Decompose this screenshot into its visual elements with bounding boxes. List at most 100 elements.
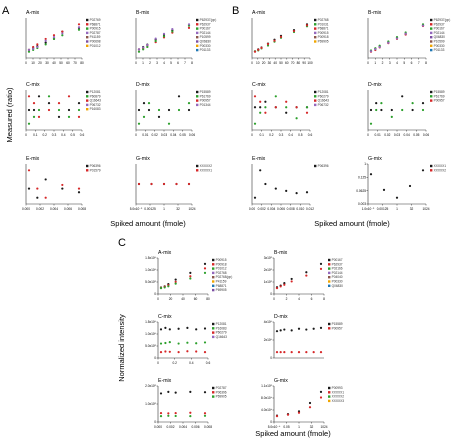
data-point (32, 102, 36, 105)
data-point (77, 187, 81, 190)
data-point (285, 111, 288, 114)
data-point (305, 274, 308, 277)
y-tick-label: 0.125 (358, 176, 366, 180)
data-point (174, 280, 177, 283)
data-point (285, 189, 288, 192)
data-point (177, 95, 181, 98)
legend-swatch (196, 95, 199, 98)
data-point (61, 187, 64, 190)
x-tick-label: 0 (273, 297, 275, 301)
data-point (163, 286, 166, 289)
legend-label: P68871 (318, 27, 329, 31)
data-point (264, 182, 267, 186)
data-point (168, 341, 171, 344)
legend-label: P02768 (318, 18, 329, 22)
data-point (312, 350, 315, 354)
legend-label: P00957 (200, 99, 211, 103)
legend-swatch (328, 391, 331, 394)
data-point (146, 43, 149, 47)
x-tick-label: 90 (302, 61, 306, 65)
data-point (369, 122, 373, 125)
x-tick-label: 0.00125 (377, 207, 389, 211)
y-tick-label: 0 (154, 420, 156, 424)
legend-label: P12081 (216, 322, 227, 326)
data-point (159, 411, 163, 415)
data-point (146, 45, 149, 49)
data-point (32, 108, 36, 112)
data-point (167, 285, 170, 288)
legend-swatch (328, 322, 331, 326)
legend-label: P06732 (318, 103, 329, 107)
legend-label: P02768(pp) (216, 275, 233, 279)
legend-label: P62937(pp) (434, 18, 451, 22)
data-point (27, 50, 31, 53)
data-point (67, 95, 71, 98)
x-tick-label: 0.004 (179, 425, 187, 429)
data-point (44, 37, 47, 41)
x-tick-label: 20 (262, 61, 266, 65)
x-tick-label: 0 (135, 133, 137, 137)
data-point (305, 24, 309, 27)
legend-swatch (314, 40, 317, 43)
legend-label: P01012 (90, 44, 101, 48)
data-point (174, 391, 177, 394)
chart-b-d-mix: D-mix 0 0.01 0.02 0.03 0.04 0.05 0.06 P15589P617… (367, 82, 445, 137)
x-tick-label: 32 (176, 207, 180, 211)
x-tick-label: 1 (163, 207, 165, 211)
x-tick-label: 0 (367, 133, 369, 137)
x-tick-label: 10 (31, 61, 35, 65)
data-point (159, 286, 163, 290)
x-tick-label: 5.0x10⁻⁵ (130, 207, 143, 211)
x-tick-label: 0.2 (42, 133, 47, 137)
chart-title: A-mix (26, 10, 40, 16)
legend-swatch (430, 44, 433, 47)
legend-label: P00167 (434, 27, 445, 31)
x-tick-label: 0.02 (384, 133, 390, 137)
data-point (305, 350, 308, 354)
data-point (177, 108, 181, 112)
data-point (77, 28, 81, 31)
data-point (137, 50, 141, 53)
data-point (142, 46, 145, 49)
x-tick-label: 0.01 (375, 133, 381, 137)
x-tick-label: 1 (142, 61, 144, 65)
legend-swatch (314, 164, 317, 168)
data-point (167, 108, 171, 112)
legend-label: XXXXX1 (434, 164, 447, 168)
data-point (203, 414, 207, 417)
data-point (177, 327, 180, 330)
legend-label: Q06830 (434, 35, 446, 39)
data-point (308, 401, 312, 405)
y-tick-label: 3x10⁵ (264, 256, 273, 260)
x-tick-label: 0.05 (413, 133, 419, 137)
data-point (421, 169, 425, 172)
chart-title: E-mix (26, 156, 40, 162)
data-point (189, 411, 192, 414)
legend-swatch (86, 90, 89, 94)
data-point (159, 414, 163, 418)
data-point (171, 27, 174, 31)
legend-swatch (196, 31, 199, 35)
chart-title: B-mix (136, 10, 150, 16)
x-tick-label: 0.004 (267, 207, 275, 211)
legend-swatch (314, 23, 317, 26)
y-tick-label: 4.0x10⁴ (261, 408, 273, 412)
x-tick-label: 0.3 (279, 133, 284, 137)
data-point (142, 102, 146, 105)
x-tick-label: 80 (297, 61, 301, 65)
legend-label: P02166 (332, 267, 343, 271)
x-tick-label: 8 (425, 61, 427, 65)
x-tick-label: 0 (157, 361, 159, 365)
legend-label: Q16643 (216, 335, 228, 339)
data-point (174, 278, 177, 281)
chart-title: D-mix (136, 82, 150, 88)
data-point (189, 414, 192, 418)
data-point (421, 108, 425, 112)
data-point (187, 182, 191, 186)
legend-swatch (212, 284, 215, 287)
legend-label: P02787 (216, 386, 227, 390)
data-point (390, 108, 393, 112)
legend-label: Q16643 (90, 99, 102, 103)
